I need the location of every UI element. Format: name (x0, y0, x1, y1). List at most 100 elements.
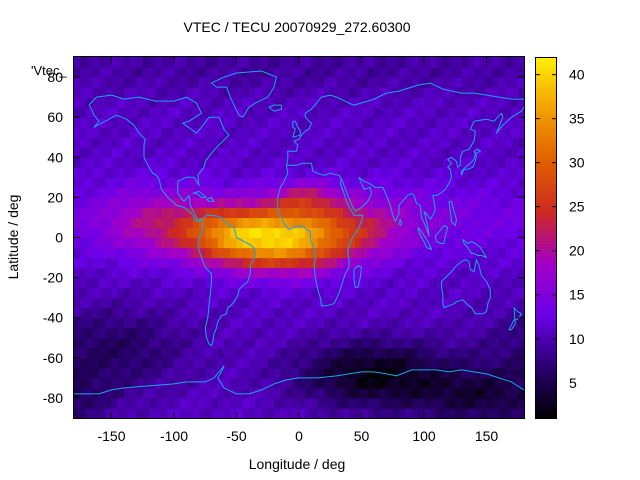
heatmap-cell (374, 137, 381, 148)
heatmap-cell (199, 387, 206, 399)
heatmap-cell (217, 297, 225, 309)
heatmap-cell (486, 337, 494, 349)
heatmap-cell (149, 327, 156, 339)
heatmap-cell (380, 147, 388, 158)
heatmap-cell (167, 197, 175, 209)
heatmap-cell (374, 367, 381, 379)
heatmap-cell (86, 247, 94, 259)
heatmap-cell (411, 277, 419, 289)
heatmap-cell (361, 157, 369, 168)
heatmap-cell (86, 377, 94, 389)
heatmap-cell (211, 187, 219, 198)
colorbar-band (535, 87, 557, 91)
heatmap-cell (380, 157, 388, 168)
heatmap-cell (155, 177, 163, 188)
heatmap-cell (480, 227, 488, 239)
heatmap-cell (461, 217, 469, 229)
heatmap-cell (324, 347, 331, 359)
heatmap-cell (386, 277, 394, 289)
heatmap-cell (486, 317, 494, 329)
heatmap-cell (399, 277, 406, 289)
heatmap-cell (411, 157, 419, 168)
heatmap-cell (255, 227, 263, 239)
heatmap-cell (86, 267, 94, 279)
heatmap-cell (311, 277, 319, 289)
heatmap-cell (380, 247, 388, 259)
heatmap-cell (311, 117, 319, 128)
heatmap-cell (449, 177, 456, 188)
heatmap-cell (74, 57, 81, 68)
heatmap-cell (374, 277, 381, 289)
heatmap-cell (449, 277, 456, 289)
heatmap-cell (92, 377, 100, 389)
heatmap-cell (255, 307, 263, 319)
heatmap-cell (280, 407, 288, 419)
heatmap-cell (136, 167, 144, 178)
heatmap-cell (74, 97, 81, 108)
heatmap-cell (267, 307, 275, 319)
heatmap-cell (511, 387, 519, 399)
heatmap-cell (474, 227, 481, 239)
heatmap-cell (311, 227, 319, 239)
heatmap-cell (467, 357, 475, 369)
heatmap-cell (180, 87, 188, 98)
heatmap-cell (492, 197, 500, 209)
heatmap-cell (292, 207, 300, 219)
heatmap-cell (180, 197, 188, 209)
heatmap-cell (74, 337, 81, 349)
heatmap-cell (342, 397, 350, 409)
heatmap-cell (499, 357, 506, 369)
colorbar-band (535, 204, 557, 208)
heatmap-cell (436, 337, 444, 349)
heatmap-cell (149, 197, 156, 209)
heatmap-cell (186, 327, 194, 339)
heatmap-cell (174, 407, 181, 419)
heatmap-cell (99, 317, 106, 329)
heatmap-cell (492, 357, 500, 369)
heatmap-cell (424, 407, 431, 419)
heatmap-cell (142, 117, 150, 128)
heatmap-cell (505, 127, 513, 138)
heatmap-cell (186, 147, 194, 158)
heatmap-cell (161, 307, 169, 319)
heatmap-cell (261, 337, 269, 349)
heatmap-cell (424, 217, 431, 229)
heatmap-cell (286, 377, 294, 389)
heatmap-cell (155, 147, 163, 158)
heatmap-cell (205, 317, 213, 329)
colorbar-band (535, 138, 557, 142)
colorbar-tick-label: 20 (569, 243, 585, 259)
heatmap-cell (205, 327, 213, 339)
heatmap-cell (280, 267, 288, 279)
heatmap-cell (155, 227, 163, 239)
heatmap-cell (492, 277, 500, 289)
heatmap-cell (155, 217, 163, 229)
heatmap-cell (492, 87, 500, 98)
heatmap-cell (105, 127, 113, 138)
heatmap-cell (130, 237, 138, 249)
heatmap-cell (405, 357, 413, 369)
heatmap-cell (124, 147, 131, 158)
heatmap-cell (492, 137, 500, 148)
heatmap-cell (149, 187, 156, 198)
heatmap-cell (205, 67, 213, 78)
heatmap-cell (211, 67, 219, 78)
heatmap-cell (99, 347, 106, 359)
heatmap-cell (242, 197, 250, 209)
heatmap-cell (136, 367, 144, 379)
heatmap-cell (74, 137, 81, 148)
heatmap-cell (230, 367, 238, 379)
heatmap-cell (217, 177, 225, 188)
heatmap-cell (149, 227, 156, 239)
heatmap-cell (399, 337, 406, 349)
heatmap-cell (211, 227, 219, 239)
heatmap-cell (505, 407, 513, 419)
heatmap-cell (267, 187, 275, 198)
heatmap-cell (455, 307, 463, 319)
heatmap-cell (442, 87, 450, 98)
heatmap-cell (167, 307, 175, 319)
heatmap-cell (499, 107, 506, 118)
heatmap-cell (180, 127, 188, 138)
heatmap-cell (105, 407, 113, 419)
heatmap-cell (480, 87, 488, 98)
